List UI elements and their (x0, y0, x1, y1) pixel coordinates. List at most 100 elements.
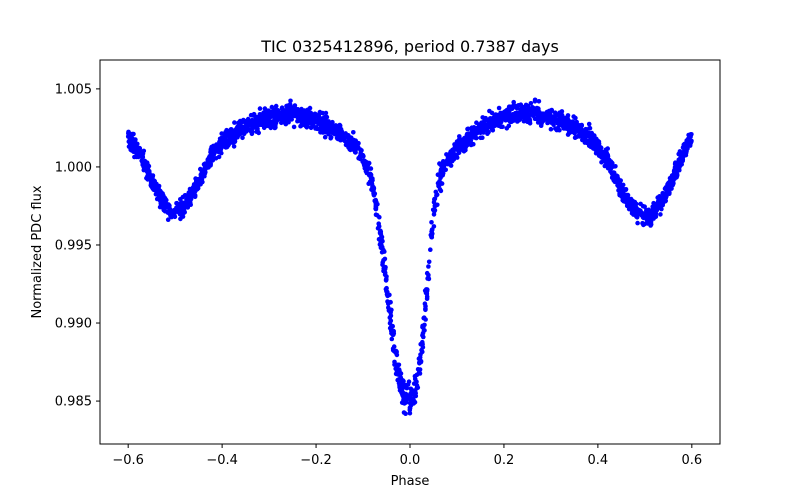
x-axis-label: Phase (391, 474, 430, 489)
chart-title: TIC 0325412896, period 0.7387 days (260, 37, 559, 56)
data-point (466, 135, 472, 141)
data-point (224, 127, 229, 133)
data-point (438, 188, 444, 194)
data-point (222, 133, 227, 139)
data-point (548, 126, 554, 132)
data-point (263, 117, 269, 123)
data-point (298, 111, 304, 116)
data-point (308, 111, 314, 116)
data-point (483, 125, 489, 130)
data-point (429, 220, 434, 225)
data-point (189, 192, 194, 198)
data-point (280, 107, 286, 113)
data-point (198, 182, 203, 187)
data-point (404, 385, 410, 391)
data-point (678, 161, 684, 167)
data-point (292, 103, 298, 108)
data-point (400, 392, 405, 398)
data-point (493, 112, 499, 117)
data-point (205, 157, 211, 163)
data-point (605, 164, 611, 170)
data-point (254, 118, 259, 123)
data-point (528, 101, 534, 106)
data-point (382, 266, 388, 272)
data-point (434, 193, 439, 198)
data-point (431, 224, 437, 229)
data-point (330, 119, 335, 125)
data-point (659, 206, 664, 212)
data-point (659, 200, 664, 205)
data-point (675, 168, 680, 173)
data-point (373, 199, 379, 204)
data-point (322, 134, 328, 140)
data-point (184, 197, 189, 202)
data-point (548, 120, 554, 125)
data-point (441, 159, 447, 165)
data-point (537, 119, 542, 125)
x-tick-label: −0.4 (206, 453, 238, 468)
data-point (180, 214, 186, 219)
data-point (126, 144, 132, 149)
data-point (407, 400, 413, 406)
data-point (251, 112, 257, 117)
data-point (370, 176, 375, 181)
data-point (573, 120, 579, 126)
data-point (652, 205, 657, 211)
data-point (506, 123, 512, 129)
data-point (154, 183, 160, 189)
data-point (162, 195, 168, 201)
data-point (574, 134, 579, 140)
y-tick-label: 0.990 (55, 317, 92, 332)
data-point (308, 125, 314, 131)
data-point (435, 202, 440, 208)
data-point (417, 355, 423, 360)
x-tick-label: −0.2 (300, 453, 332, 468)
data-point (415, 385, 421, 390)
y-axis-label: Normalized PDC flux (30, 185, 45, 318)
data-point (165, 217, 171, 222)
data-point (549, 107, 554, 113)
data-point (284, 108, 290, 113)
data-point (188, 200, 193, 206)
data-point (329, 129, 334, 135)
data-point (290, 111, 296, 116)
data-point (558, 115, 563, 121)
data-point (586, 121, 592, 127)
data-point (426, 275, 431, 280)
data-point (230, 128, 236, 134)
data-point (374, 213, 380, 218)
data-point (448, 154, 454, 159)
data-point (272, 107, 278, 112)
data-point (424, 296, 430, 302)
data-point (547, 111, 553, 117)
data-point (578, 133, 584, 139)
data-point (336, 123, 342, 129)
x-tick-label: 0.4 (588, 453, 609, 468)
data-point (131, 131, 136, 137)
data-point (395, 362, 400, 368)
data-point (134, 150, 139, 156)
data-point (203, 169, 208, 175)
data-point (132, 154, 137, 160)
data-point (536, 99, 542, 104)
data-point (208, 147, 214, 153)
data-point (463, 140, 469, 145)
data-point (369, 180, 374, 186)
data-point (353, 144, 358, 150)
data-point (437, 179, 442, 184)
data-point (288, 98, 293, 104)
data-point (507, 109, 512, 114)
data-point (565, 132, 571, 137)
data-point (353, 150, 358, 155)
data-point (412, 392, 418, 397)
data-point (431, 200, 437, 205)
data-point (132, 139, 138, 145)
data-point (230, 140, 235, 145)
data-point (237, 121, 243, 127)
data-point (179, 205, 185, 210)
data-point (140, 162, 145, 168)
data-point (614, 173, 619, 178)
data-point (511, 99, 516, 105)
data-point (668, 181, 674, 186)
data-point (245, 127, 250, 132)
